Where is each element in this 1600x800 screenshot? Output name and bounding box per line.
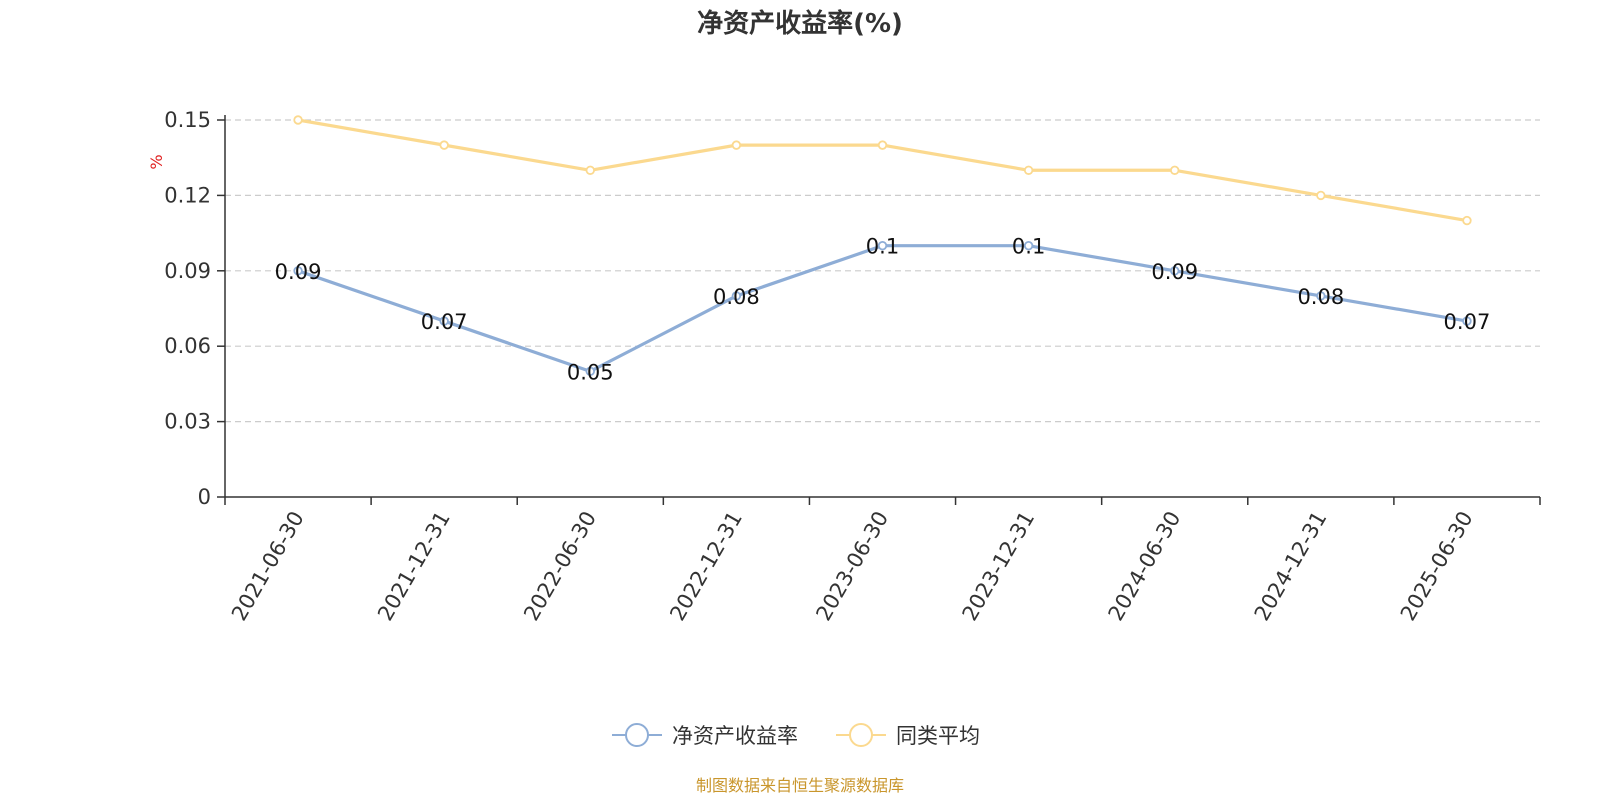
- grid-lines: [225, 119, 1540, 423]
- data-point[interactable]: [439, 140, 449, 150]
- data-point[interactable]: [293, 266, 303, 276]
- x-tick-label: 2023-06-30: [811, 507, 893, 625]
- data-label: 0.09: [1151, 260, 1198, 284]
- legend-swatch-marker: [625, 723, 649, 747]
- data-point[interactable]: [293, 115, 303, 125]
- x-tick-label: 2021-06-30: [227, 507, 309, 625]
- axes: 0 0.03 0.06 0.09 0.12 0.15 2021-06-30 2021-12-3…: [164, 108, 1541, 625]
- x-tick-label: 2024-12-31: [1250, 507, 1332, 625]
- data-point[interactable]: [877, 140, 888, 150]
- data-label: 0.08: [1297, 285, 1344, 309]
- x-tick-label: 2025-06-30: [1396, 507, 1478, 625]
- data-label: 0.07: [1444, 310, 1491, 334]
- x-tick-label: 2021-12-31: [373, 507, 455, 625]
- x-tick-label: 2024-06-30: [1104, 507, 1186, 625]
- data-point[interactable]: [877, 240, 888, 251]
- data-point[interactable]: [731, 291, 742, 301]
- chart-title: 净资产收益率(%): [697, 8, 903, 39]
- data-label: 0.08: [713, 285, 760, 309]
- y-axis-unit: %: [147, 154, 166, 169]
- source-note: 制图数据来自恒生聚源数据库: [696, 776, 904, 795]
- y-tick-label: 0.03: [164, 410, 211, 434]
- data-point[interactable]: [1316, 190, 1326, 201]
- data-point[interactable]: [1023, 240, 1034, 251]
- legend-label[interactable]: 净资产收益率: [672, 724, 798, 748]
- series-line-1: [297, 118, 1468, 223]
- data-label: 0.07: [421, 310, 468, 334]
- legend[interactable]: 净资产收益率 同类平均: [612, 723, 980, 748]
- data-point[interactable]: [439, 316, 449, 326]
- data-label: 0.1: [866, 235, 899, 259]
- y-tick-label: 0.15: [164, 108, 211, 132]
- y-tick-label: 0.06: [164, 334, 211, 358]
- legend-swatch-marker: [849, 723, 873, 747]
- series-line-0: [297, 244, 1468, 373]
- data-point[interactable]: [585, 366, 595, 377]
- x-tick-label: 2022-12-31: [665, 507, 747, 625]
- data-point[interactable]: [731, 140, 742, 150]
- data-point[interactable]: [1462, 316, 1472, 326]
- y-tick-label: 0.09: [164, 259, 211, 283]
- data-point[interactable]: [585, 165, 595, 175]
- y-tick-label: 0: [198, 485, 211, 509]
- legend-label[interactable]: 同类平均: [896, 724, 980, 748]
- y-tick-label: 0.12: [164, 183, 211, 207]
- series-layer: [293, 115, 1472, 377]
- x-tick-label: 2022-06-30: [519, 507, 601, 625]
- x-tick-label: 2023-12-31: [957, 507, 1039, 625]
- data-point[interactable]: [1316, 291, 1326, 301]
- data-labels: 0.09 0.07 0.05 0.08 0.1 0.1 0.09 0.08 0.07: [275, 235, 1491, 385]
- data-label: 0.05: [567, 360, 614, 384]
- data-point[interactable]: [1170, 266, 1180, 276]
- data-point[interactable]: [1170, 165, 1180, 175]
- data-point[interactable]: [1462, 215, 1472, 226]
- data-point[interactable]: [1023, 165, 1034, 175]
- data-label: 0.09: [275, 260, 322, 284]
- data-label: 0.1: [1012, 235, 1045, 259]
